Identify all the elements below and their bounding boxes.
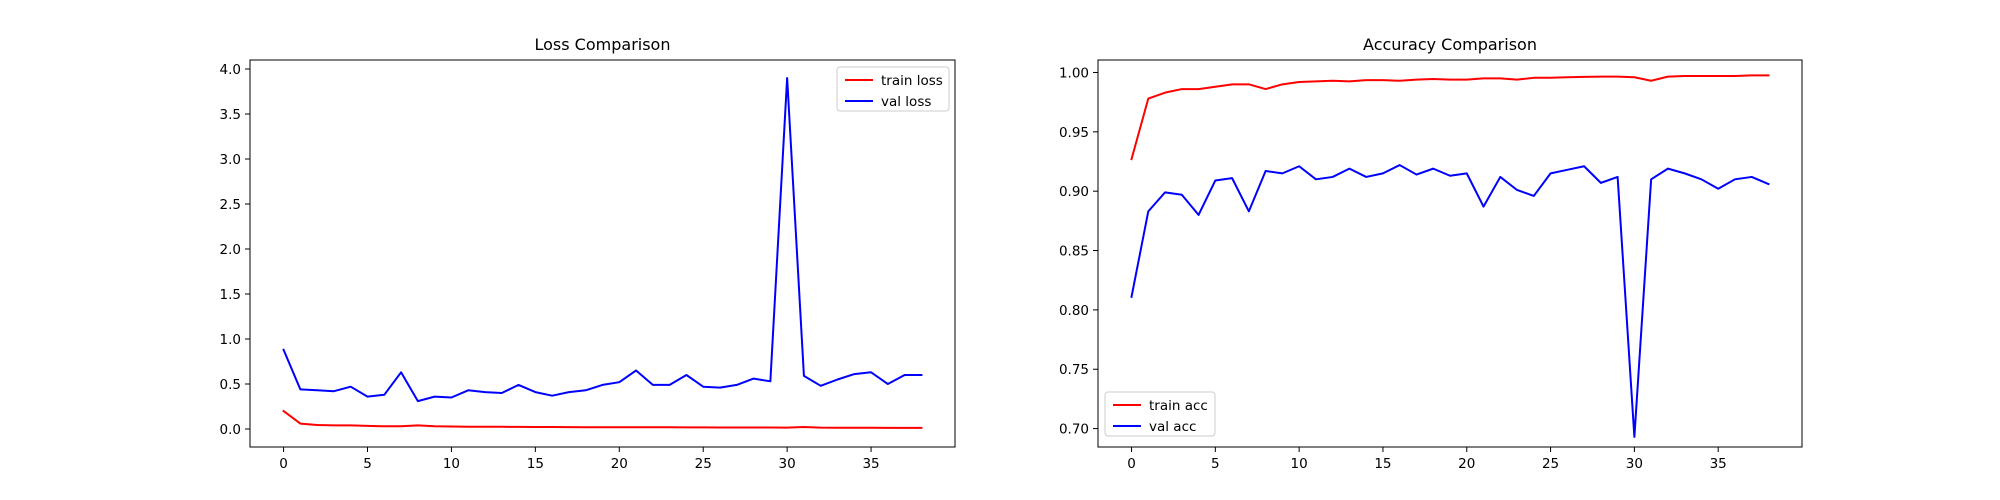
legend-entry-label: val loss	[881, 94, 931, 110]
x-tick-label: 30	[1626, 456, 1643, 472]
x-tick-label: 15	[1374, 456, 1391, 472]
loss-comparison-chart: Loss Comparison 0 5 10 15 20 25 30 35 0.0 0.5 1.0 1…	[220, 35, 956, 472]
y-tick-label: 0.95	[1059, 125, 1089, 141]
x-tick-label: 5	[1211, 456, 1220, 472]
y-tick-label: 2.5	[220, 197, 241, 213]
legend: train loss val loss	[836, 66, 950, 112]
plot-frame	[249, 59, 956, 448]
y-tick-label: 3.5	[220, 107, 241, 123]
x-tick-label: 0	[1127, 456, 1136, 472]
series-line-train-loss	[282, 409, 923, 429]
x-tick-label: 30	[779, 456, 796, 472]
chart-title: Loss Comparison	[535, 35, 671, 54]
plot-frame	[1097, 59, 1803, 448]
y-tick-label: 0.85	[1059, 244, 1089, 260]
y-tick-label: 3.0	[220, 152, 241, 168]
x-tick-label: 35	[862, 456, 879, 472]
x-tick-label: 5	[363, 456, 372, 472]
x-tick-label: 20	[1458, 456, 1475, 472]
x-tick-label: 10	[443, 456, 460, 472]
x-tick-label: 25	[1542, 456, 1559, 472]
accuracy-comparison-chart: Accuracy Comparison 0 5 10 15 20 25 30 35 0.70 0.…	[1059, 35, 1803, 472]
chart-title: Accuracy Comparison	[1363, 35, 1537, 54]
x-tick-label: 25	[695, 456, 712, 472]
legend-entry-label: train loss	[881, 73, 943, 89]
y-tick-label: 1.0	[220, 332, 241, 348]
series-line-train-acc	[1130, 74, 1770, 161]
y-tick-label: 4.0	[220, 62, 241, 78]
series-line-val-acc	[1130, 164, 1770, 438]
legend-entry-label: val acc	[1149, 419, 1196, 435]
y-tick-label: 0.75	[1059, 362, 1089, 378]
y-tick-label: 0.0	[220, 422, 241, 438]
legend-entry-label: train acc	[1149, 398, 1208, 414]
x-tick-label: 0	[279, 456, 288, 472]
x-tick-label: 20	[611, 456, 628, 472]
x-tick-label: 10	[1291, 456, 1308, 472]
x-tick-label: 15	[527, 456, 544, 472]
legend: train acc val acc	[1104, 391, 1216, 437]
y-tick-label: 0.5	[220, 377, 241, 393]
y-tick-label: 1.5	[220, 287, 241, 303]
y-tick-label: 0.80	[1059, 303, 1089, 319]
y-tick-label: 0.90	[1059, 184, 1089, 200]
y-tick-label: 2.0	[220, 242, 241, 258]
series-group	[282, 77, 923, 429]
y-tick-label: 0.70	[1059, 422, 1089, 438]
y-tick-label: 1.00	[1059, 65, 1089, 81]
series-group	[1130, 74, 1770, 438]
x-tick-label: 35	[1710, 456, 1727, 472]
series-line-val-loss	[282, 77, 923, 403]
